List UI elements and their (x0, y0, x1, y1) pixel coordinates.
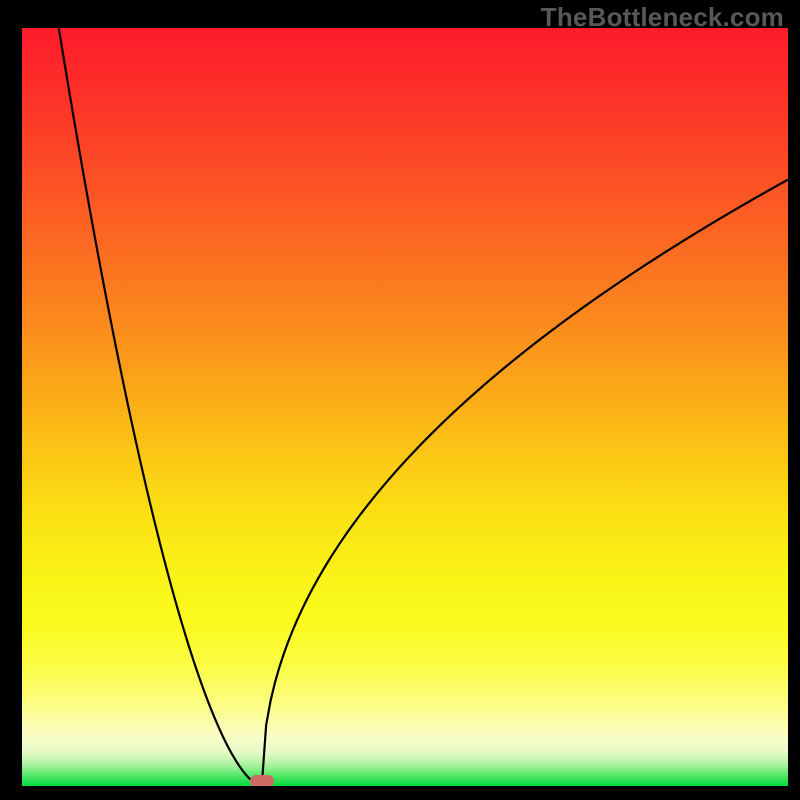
bottleneck-curve (22, 28, 788, 786)
frame-border-bottom (0, 786, 800, 800)
watermark-text: TheBottleneck.com (541, 2, 784, 33)
frame-border-right (788, 0, 800, 800)
frame-border-left (0, 0, 22, 800)
chart-plot-area (22, 28, 788, 786)
optimum-marker (250, 775, 274, 786)
